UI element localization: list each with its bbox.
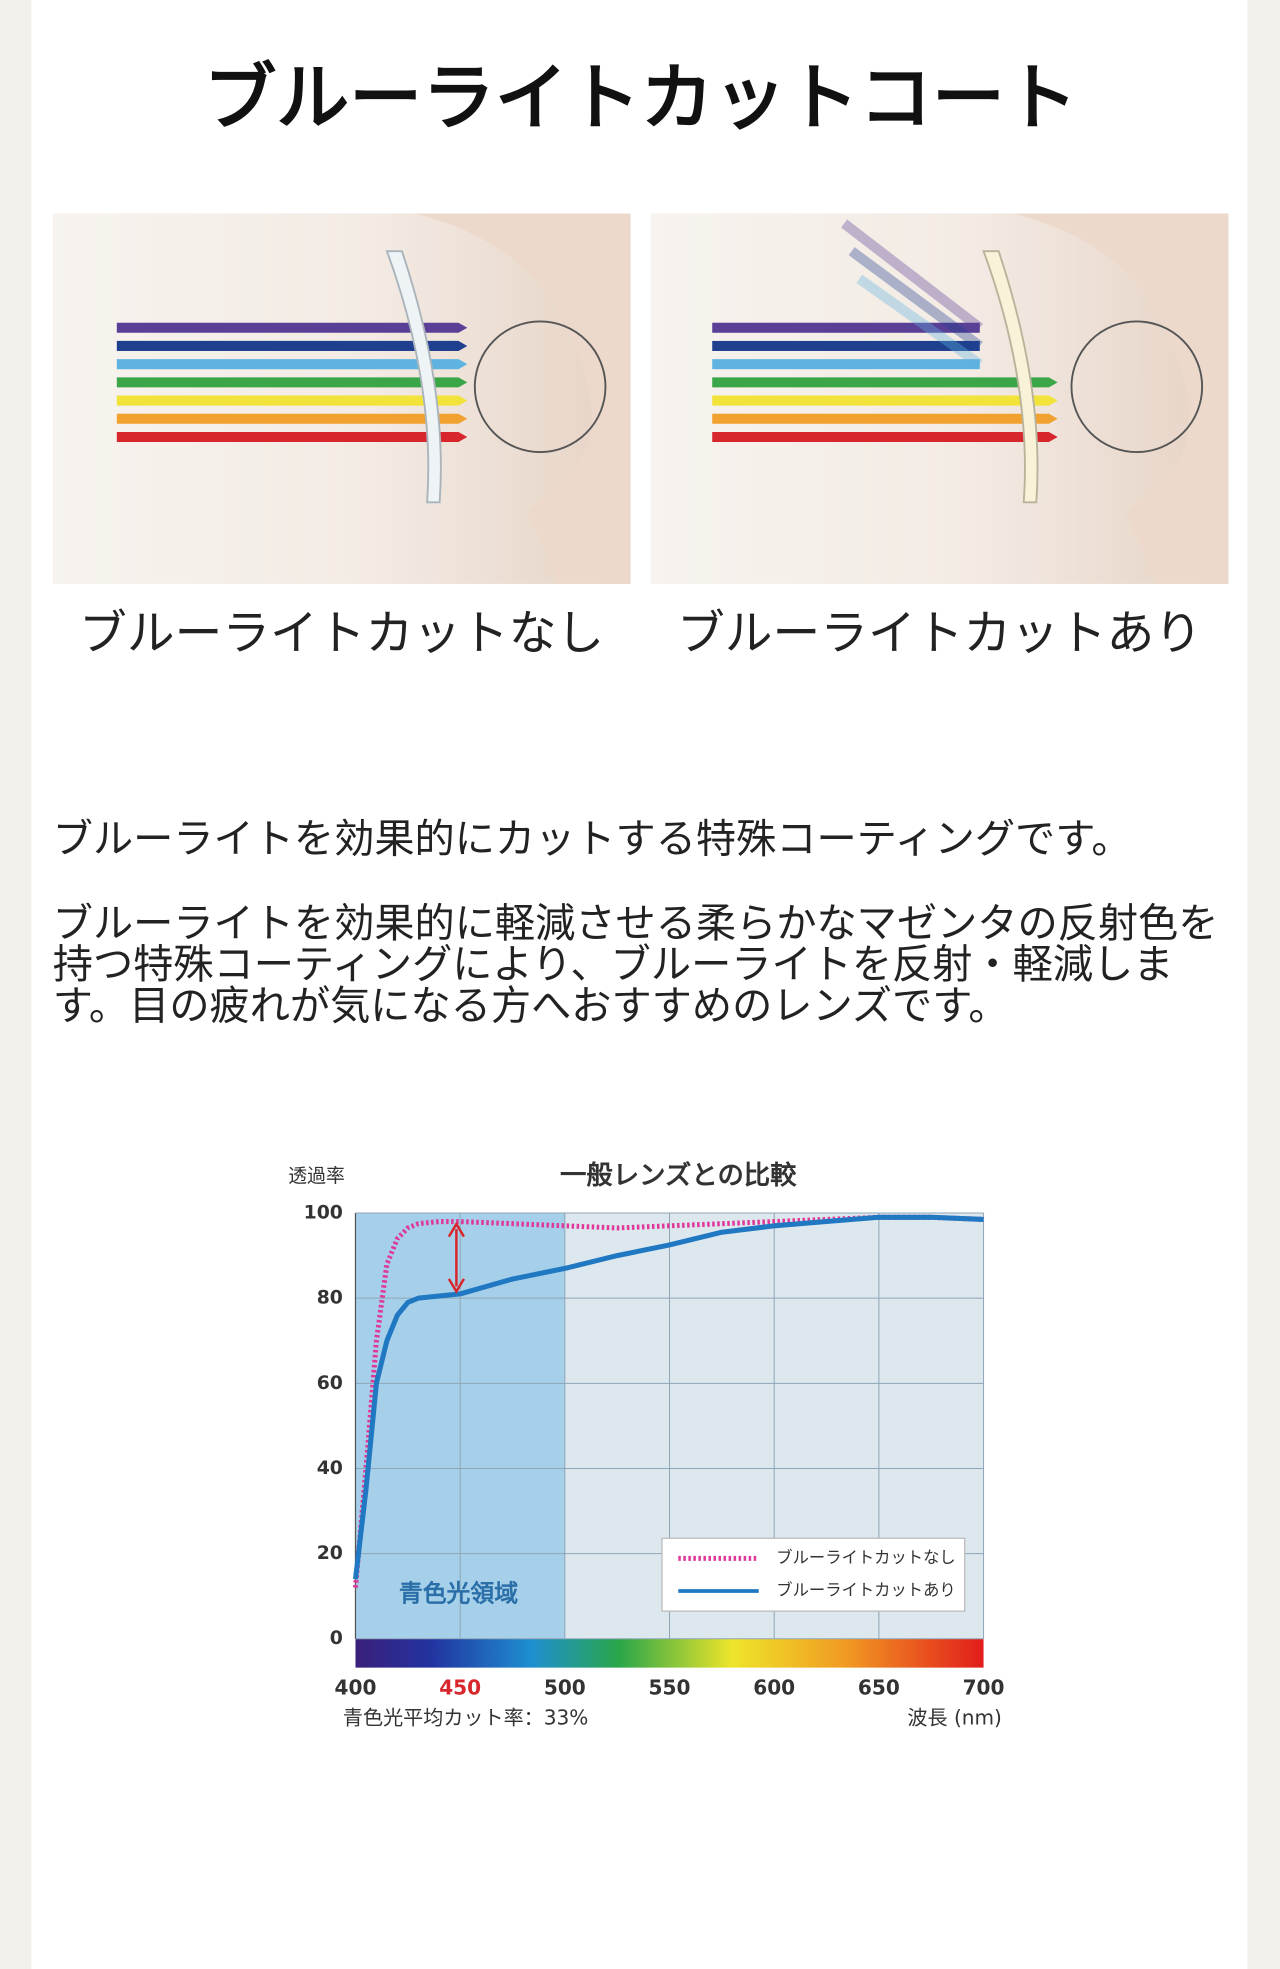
x-tick-label: 500 [544, 1675, 586, 1699]
y-axis-label: 透過率 [288, 1165, 345, 1187]
y-tick-label: 60 [317, 1373, 343, 1394]
reflected-ray [856, 274, 983, 369]
y-tick-label: 80 [317, 1288, 343, 1309]
light-ray [712, 395, 1058, 406]
y-tick-label: 0 [330, 1628, 343, 1649]
light-ray [116, 431, 468, 443]
spectrum-bar [355, 1638, 984, 1668]
x-tick-label: 550 [649, 1675, 691, 1699]
x-tick-label: 700 [963, 1675, 1005, 1699]
y-tick-label: 100 [304, 1203, 343, 1224]
arrow-head [447, 1278, 466, 1294]
light-ray [116, 322, 468, 333]
y-tick-label: 20 [317, 1543, 343, 1564]
paragraph: ブルーライトを効果的に軽減させる柔らかなマゼンタの反射色を持つ特殊コーティングに… [52, 902, 1219, 1030]
light-ray [116, 377, 468, 388]
x-axis-label: 波長 (nm) [907, 1706, 1002, 1730]
paragraph: ブルーライトを効果的にカットする特殊コーティングです。 [52, 818, 1132, 863]
x-tick-label: 450 [439, 1675, 481, 1699]
image-caption: ブルーライトカットあり [677, 607, 1202, 662]
light-ray [712, 322, 980, 333]
reflected-ray [848, 247, 983, 350]
chart-title: 一般レンズとの比較 [560, 1160, 797, 1191]
light-ray [116, 395, 468, 406]
reflected-ray [841, 219, 983, 332]
page-title: ブルーライトカットコート [204, 56, 1078, 141]
legend-box [661, 1537, 966, 1612]
region-label: 青色光領域 [399, 1579, 518, 1607]
light-ray [116, 359, 468, 370]
light-ray [712, 413, 1058, 424]
series-line [352, 1214, 984, 1588]
light-ray [116, 340, 468, 351]
legend-label: ブルーライトカットなし [776, 1548, 955, 1567]
light-ray [712, 359, 980, 370]
series-line [352, 1214, 984, 1580]
illustration-left [52, 213, 631, 584]
x-tick-label: 600 [753, 1675, 795, 1699]
x-tick-label: 400 [335, 1675, 377, 1699]
legend-label: ブルーライトカットあり [776, 1581, 955, 1600]
paragraph-text: ブルーライトを効果的に軽減させる柔らかなマゼンタの反射色を持つ特殊コーティングに… [52, 902, 1219, 1030]
y-tick-label: 40 [317, 1458, 343, 1479]
x-tick-label: 650 [858, 1675, 900, 1699]
illustration-right [650, 213, 1229, 584]
light-ray [712, 377, 1058, 388]
light-ray [116, 413, 468, 424]
chart: 0 20 40 60 80 100 400 450 500 550 600 650 700 一般レンズとの… [288, 1160, 1004, 1729]
arrow-head [447, 1221, 466, 1238]
light-ray [712, 340, 980, 351]
paragraph-text: ブルーライトを効果的にカットする特殊コーティングです。 [52, 818, 1132, 863]
light-ray [712, 431, 1058, 443]
image-caption: ブルーライトカットなし [79, 607, 604, 662]
chart-note: 青色光平均カット率：33% [343, 1706, 588, 1730]
